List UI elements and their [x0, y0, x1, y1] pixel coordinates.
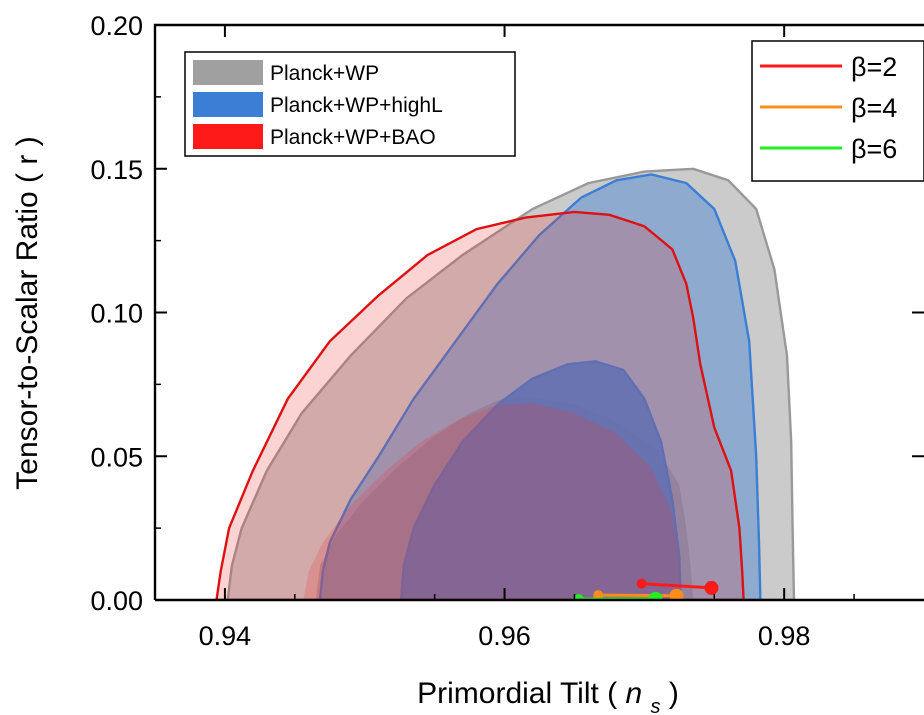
x-axis-symbol: n	[626, 677, 643, 710]
contour-legend: Planck+WP Planck+WP+highL Planck+WP+BAO	[184, 51, 516, 157]
legend-label: β=4	[851, 93, 897, 123]
y-axis-title: Tensor-to-Scalar Ratio ( r )	[11, 136, 44, 489]
legend-swatch	[193, 92, 263, 117]
legend-label: Planck+WP+BAO	[270, 126, 436, 149]
series-point	[636, 578, 647, 589]
series-line-beta-2	[641, 582, 712, 590]
legend-label: β=2	[851, 52, 897, 82]
series-point	[704, 580, 719, 595]
legend-label: Planck+WP+highL	[270, 94, 443, 117]
y-tick-label: 0.15	[90, 155, 143, 185]
x-axis-title: Primordial Tilt ( n s )	[417, 677, 679, 715]
x-axis-ticks: 0.94 0.96 0.98	[154, 25, 855, 651]
contour-planck-wp-highl-1sigma	[399, 360, 682, 600]
series-point	[669, 588, 684, 600]
y-tick-label: 0.20	[90, 11, 143, 41]
legend-swatch	[193, 124, 263, 149]
y-tick-label: 0.00	[90, 586, 143, 616]
series-point	[593, 590, 604, 600]
series-point	[648, 591, 663, 600]
x-tick-label: 0.96	[478, 621, 531, 651]
x-tick-label: 0.94	[199, 621, 252, 651]
y-axis-title-text: Tensor-to-Scalar Ratio	[11, 191, 44, 489]
y-tick-label: 0.05	[90, 442, 143, 472]
y-axis-symbol: r	[11, 155, 44, 165]
x-axis-subscript: s	[651, 696, 661, 715]
contour-planck-wp-bao-2sigma	[215, 210, 745, 600]
legend-swatch	[193, 60, 263, 85]
legend-label: β=6	[851, 134, 897, 164]
y-axis-ticks: 0.00 0.05 0.10 0.15 0.20	[90, 11, 924, 616]
x-tick-label: 0.98	[758, 621, 811, 651]
contour-planck-wp-bao-1sigma	[303, 403, 683, 600]
series-line-beta-4	[598, 593, 677, 598]
model-legend: β=2 β=4 β=6	[751, 40, 924, 182]
contour-layer	[215, 167, 796, 600]
legend-label: Planck+WP	[270, 62, 379, 85]
series-point	[573, 594, 584, 600]
x-axis-title-text: Primordial Tilt	[417, 677, 599, 710]
y-tick-label: 0.10	[90, 299, 143, 329]
